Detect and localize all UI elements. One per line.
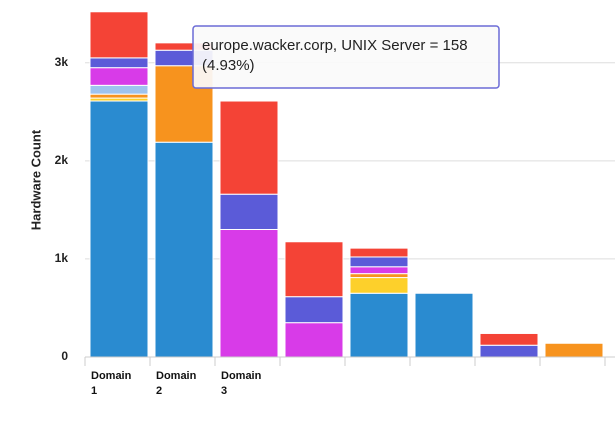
- y-tick-label: 2k: [55, 153, 69, 167]
- bar-segment: [349, 266, 409, 275]
- bar-segment: [349, 247, 409, 258]
- bar-segment: [219, 100, 279, 195]
- bar-segment: [479, 344, 539, 358]
- bar-segment: [349, 277, 409, 294]
- bar-segment: [89, 57, 149, 69]
- bar-segment: [219, 229, 279, 358]
- bar-segment: [479, 332, 539, 346]
- y-tick-label: 3k: [55, 55, 69, 69]
- x-tick-label: Domain 3: [221, 370, 262, 397]
- y-axis-title: Hardware Count: [28, 129, 43, 230]
- y-tick-label: 1k: [55, 251, 69, 265]
- bar-segment: [349, 256, 409, 268]
- bar-segment: [284, 296, 344, 324]
- bar-segment: [89, 93, 149, 99]
- x-tick-label: Domain 1: [91, 370, 132, 397]
- bar-segment: [219, 193, 279, 230]
- bar-segment: [544, 342, 604, 358]
- tooltip: europe.wacker.corp, UNIX Server = 158 (4.…: [192, 25, 500, 89]
- tooltip-box: [192, 25, 500, 89]
- bar-segment: [414, 292, 474, 358]
- x-tick-label: Domain 2: [156, 370, 197, 397]
- bar-segment: [284, 322, 344, 358]
- tooltip-text: (4.93%): [202, 57, 255, 74]
- bar-segment: [89, 11, 149, 59]
- y-tick-label: 0: [61, 349, 68, 363]
- bar-segment: [349, 273, 409, 279]
- bar-segment: [349, 292, 409, 358]
- bar-segment: [89, 67, 149, 86]
- bar-segment: [284, 241, 344, 298]
- tooltip-text: europe.wacker.corp, UNIX Server = 158: [202, 37, 468, 54]
- bar-segment: [89, 84, 149, 95]
- bar-segment: [89, 100, 149, 358]
- bar-segment: [154, 141, 214, 358]
